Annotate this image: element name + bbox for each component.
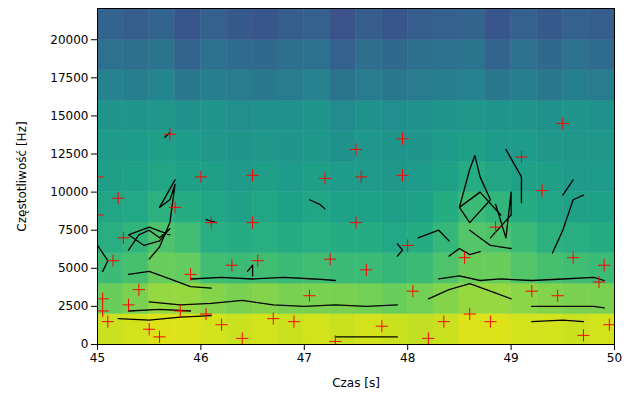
svg-text:48: 48 — [400, 351, 415, 365]
svg-text:10000: 10000 — [50, 185, 88, 199]
svg-text:46: 46 — [193, 351, 208, 365]
svg-text:47: 47 — [297, 351, 312, 365]
svg-text:45: 45 — [90, 351, 105, 365]
svg-text:17500: 17500 — [50, 71, 88, 85]
svg-text:20000: 20000 — [50, 33, 88, 47]
svg-text:Czas [s]: Czas [s] — [332, 376, 380, 390]
svg-text:12500: 12500 — [50, 147, 88, 161]
svg-text:0: 0 — [81, 337, 89, 351]
svg-text:15000: 15000 — [50, 109, 88, 123]
svg-text:49: 49 — [503, 351, 518, 365]
svg-text:7500: 7500 — [58, 223, 89, 237]
svg-text:2500: 2500 — [58, 299, 89, 313]
svg-text:50: 50 — [607, 351, 622, 365]
svg-text:Częstotliwość [Hz]: Częstotliwość [Hz] — [15, 121, 29, 231]
svg-text:5000: 5000 — [58, 261, 89, 275]
